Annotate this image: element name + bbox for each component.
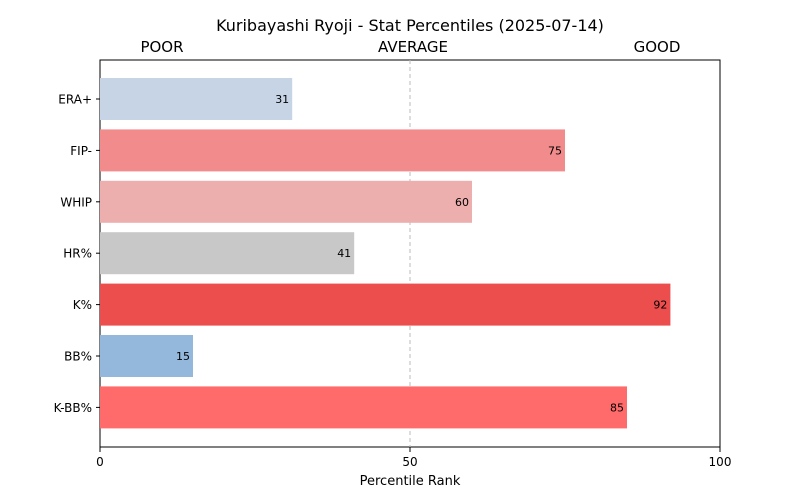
zone-label-left: POOR <box>140 38 183 56</box>
x-tick-label: 100 <box>709 455 732 469</box>
bar-layer: 31 75 60 41 92 15 85 <box>100 78 671 429</box>
zone-labels: POOR AVERAGE GOOD <box>140 38 680 56</box>
x-axis: 0 50 100 <box>96 447 731 469</box>
y-tick-label: FIP- <box>70 144 92 158</box>
bar-fip- <box>100 129 565 172</box>
bar-value-label: 60 <box>455 196 469 209</box>
y-tick-label: K% <box>73 298 92 312</box>
y-tick-label: K-BB% <box>54 401 92 415</box>
bar-value-label: 75 <box>548 144 562 157</box>
bar-value-label: 31 <box>275 93 289 106</box>
bar-k- <box>100 283 671 326</box>
zone-label-center: AVERAGE <box>378 38 448 56</box>
x-axis-label: Percentile Rank <box>360 474 461 489</box>
x-tick-label: 0 <box>96 455 104 469</box>
bar-k-bb- <box>100 386 627 429</box>
y-tick-label: BB% <box>64 350 92 364</box>
y-tick-label: WHIP <box>60 195 92 209</box>
bar-whip <box>100 180 472 223</box>
bar-era- <box>100 78 293 120</box>
bar-value-label: 85 <box>610 401 624 414</box>
bar-value-label: 41 <box>337 247 351 260</box>
y-tick-label: HR% <box>63 247 92 261</box>
y-tick-label: ERA+ <box>58 93 92 107</box>
chart-title: Kuribayashi Ryoji - Stat Percentiles (20… <box>216 16 604 35</box>
bar-value-label: 15 <box>176 350 190 363</box>
bar-value-label: 92 <box>653 299 667 312</box>
zone-label-right: GOOD <box>634 38 681 56</box>
y-axis: ERA+ FIP- WHIP HR% K% BB% K-BB% <box>54 93 100 415</box>
bar-bb- <box>100 335 193 377</box>
bar-hr- <box>100 232 355 275</box>
x-tick-label: 50 <box>402 455 417 469</box>
